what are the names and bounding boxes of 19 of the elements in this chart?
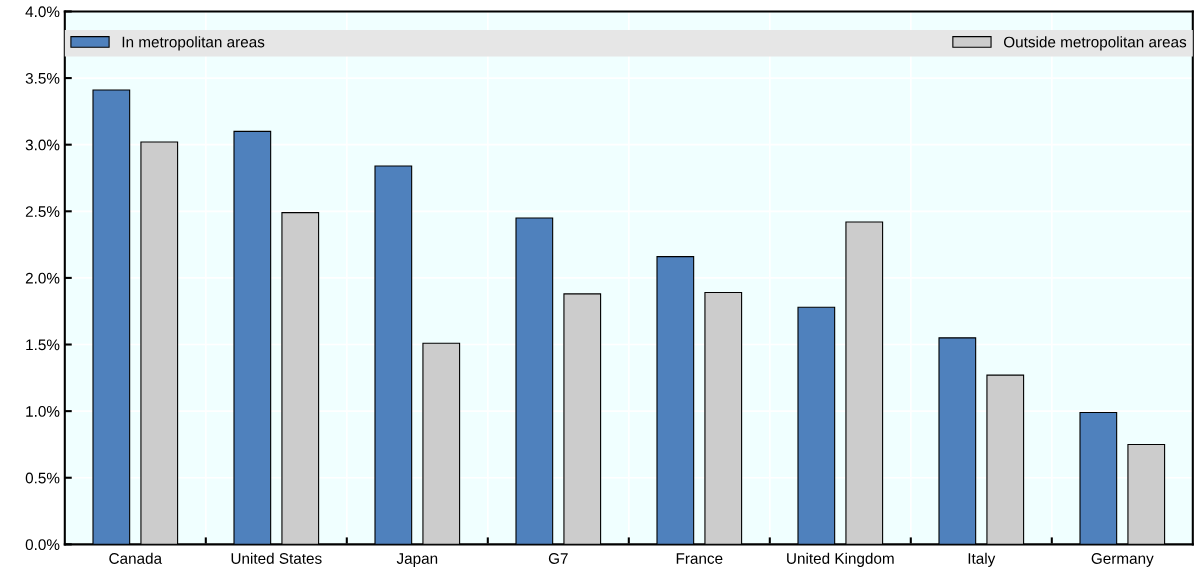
legend-label: In metropolitan areas — [122, 36, 265, 51]
y-tick-label: 0.0% — [25, 539, 60, 551]
y-tick-label: 4.0% — [25, 6, 60, 18]
x-tick-label: France — [676, 553, 723, 564]
x-tick-label: Japan — [396, 553, 438, 567]
x-tick-label: G7 — [548, 553, 568, 564]
y-tick-label: 1.0% — [26, 406, 60, 417]
x-tick-label: United States — [231, 552, 322, 564]
y-tick-label: 3.0% — [25, 139, 60, 151]
x-tick-label: Germany — [1091, 553, 1154, 567]
x-tick-label: United Kingdom — [787, 552, 894, 567]
y-tick-label: 3.5% — [25, 72, 60, 84]
y-tick-label: 0.5% — [25, 472, 60, 484]
x-tick-label: Italy — [968, 552, 996, 567]
x-tick-label: Canada — [109, 552, 163, 564]
y-tick-label: 1.5% — [26, 339, 60, 351]
y-tick-label: 2.0% — [25, 272, 60, 284]
y-tick-label: 2.5% — [25, 206, 60, 217]
legend-label: Outside metropolitan areas — [1004, 36, 1187, 51]
